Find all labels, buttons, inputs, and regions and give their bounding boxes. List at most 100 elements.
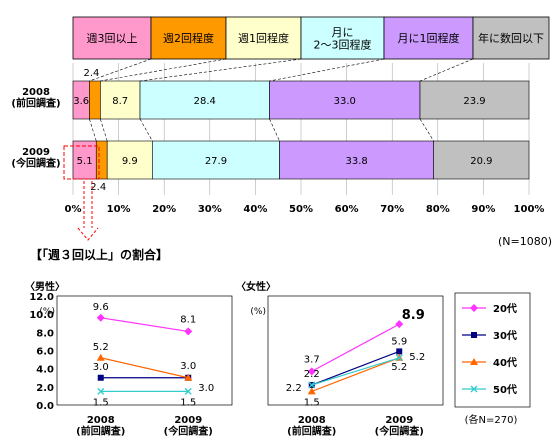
- series-line: [311, 357, 400, 392]
- data-label: 27.9: [205, 156, 227, 167]
- marker-triangle: [307, 387, 316, 395]
- sample-size-note: (N=1080): [498, 235, 552, 248]
- legend-label-5: 年に数回以下: [478, 31, 544, 45]
- row-label: 2008 (前回調査): [11, 87, 60, 110]
- bar-segment: [152, 140, 280, 180]
- section-title-text: 【「週３回以上」の割合】: [30, 247, 168, 262]
- plot-area: [56, 295, 233, 406]
- data-label: 3.0: [198, 383, 214, 394]
- x-tick-label: 80%: [426, 204, 450, 215]
- highlight-box: [63, 145, 100, 180]
- marker-diamond: [307, 367, 316, 376]
- highlight-arrow-head: [77, 227, 99, 241]
- legend-box-2: [225, 16, 302, 60]
- marker-square: [471, 332, 477, 338]
- x-tick-label: 30%: [198, 204, 222, 215]
- legend-box-3: [300, 16, 385, 60]
- series-line: [311, 350, 400, 386]
- bar-segment: [279, 140, 434, 180]
- data-label: 1.5: [304, 397, 320, 408]
- connector-line: [269, 58, 385, 82]
- y-tick-label: 12.0: [29, 292, 54, 303]
- y-tick-label: 10.0: [29, 310, 54, 321]
- y-unit-label: (%): [39, 307, 55, 317]
- data-label: 33.0: [334, 96, 356, 107]
- connector-line: [419, 58, 474, 82]
- data-label: 1.5: [93, 397, 109, 408]
- marker-square: [396, 348, 403, 355]
- data-label: 20.9: [470, 156, 492, 167]
- x-tick-label: 50%: [289, 204, 313, 215]
- x-tick-label: 40%: [243, 204, 267, 215]
- legend-label-0: 週3回以上: [87, 32, 138, 45]
- marker-square: [97, 374, 104, 381]
- data-label: 3.0: [180, 361, 196, 372]
- data-label: 2.2: [304, 369, 320, 380]
- legend-label-1: 週2回程度: [163, 31, 214, 45]
- marker-triangle: [96, 353, 105, 361]
- data-label: 2.2: [286, 383, 302, 394]
- series-line: [100, 357, 189, 379]
- data-label: 3.0: [93, 362, 109, 373]
- data-label: 1.5: [180, 397, 196, 408]
- legend-box-0: [72, 16, 152, 60]
- section-title: 【「週３回以上」の割合】: [30, 247, 168, 262]
- legend-label-2: 週1回程度: [238, 31, 289, 45]
- series-line: [100, 317, 189, 333]
- connector-line: [139, 58, 302, 82]
- x-tick-label: 100%: [514, 204, 545, 215]
- data-label: 9.9: [122, 156, 138, 167]
- y-tick-label: 2.0: [36, 383, 54, 394]
- data-label: 5.2: [409, 352, 425, 363]
- stacked-bar-chart: 週3回以上 週2回程度 週1回程度 月に 2～3回程度 月に1回程度 年に数回以下 2008(…: [11, 16, 552, 248]
- data-label: 23.9: [463, 96, 485, 107]
- data-label: 3.7: [304, 354, 320, 365]
- data-label: 8.9: [402, 308, 425, 323]
- data-label: 2.4: [90, 182, 106, 193]
- bar-segment: [106, 140, 153, 180]
- data-label: 8.1: [180, 314, 196, 325]
- marker-triangle: [470, 358, 478, 365]
- connector-line: [269, 118, 280, 142]
- x-category-label: 2009 (今回調査): [375, 415, 424, 438]
- bar-segment: [433, 140, 530, 180]
- legend-frame: [454, 292, 531, 408]
- chart-title: 〈女性〉: [236, 280, 276, 293]
- data-label: 28.4: [194, 96, 216, 107]
- legend-label-3: 月に 2～3回程度: [314, 26, 372, 52]
- age-legend: 20代 30代 40代 50代 (各N=270): [454, 292, 531, 426]
- y-tick-label: 4.0: [36, 365, 54, 376]
- y-tick-label: 0.0: [36, 401, 54, 412]
- marker-diamond: [395, 320, 404, 329]
- x-category-label: 2008 (前回調査): [76, 415, 125, 438]
- data-label: 8.7: [112, 96, 128, 107]
- connector-line: [419, 118, 434, 142]
- x-tick-label: 90%: [471, 204, 495, 215]
- data-label: 33.8: [345, 156, 367, 167]
- legend-box-5: [472, 16, 550, 60]
- female-line-chart: 〈女性〉 (%) 2008 (前回調査) 2009 (今回調査) 3.7 8.9 2.2 5.9 1…: [236, 280, 444, 438]
- data-label: 3.6: [73, 96, 89, 107]
- bar-segment: [419, 80, 530, 120]
- bar-segment: [269, 80, 421, 120]
- sample-size-note-2: (各N=270): [465, 413, 518, 426]
- marker-x: [97, 387, 105, 395]
- data-label: 9.6: [93, 302, 109, 313]
- x-tick-label: 60%: [335, 204, 359, 215]
- series-line: [311, 357, 400, 386]
- marker-triangle: [184, 373, 193, 381]
- connector-line: [89, 118, 97, 142]
- data-label: 5.9: [391, 336, 407, 347]
- bar-segment: [89, 80, 101, 120]
- x-tick-label: 70%: [380, 204, 404, 215]
- marker-x: [308, 381, 316, 389]
- male-line-chart: 〈男性〉 (%) 0.0 2.0 4.0 6.0 8.0 10.0 12.0 2008 (前回調査)…: [25, 280, 233, 438]
- connector-line: [100, 58, 227, 82]
- bar-segment: [139, 80, 270, 120]
- x-category-label: 2009 (今回調査): [164, 415, 213, 438]
- marker-diamond: [470, 304, 478, 312]
- connector-line: [100, 118, 108, 142]
- series-line: [311, 323, 400, 372]
- legend-entry: 50代: [493, 383, 517, 396]
- legend-box-1: [150, 16, 227, 60]
